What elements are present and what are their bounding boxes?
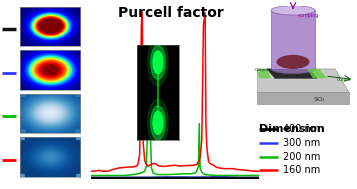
Text: 400 nm: 400 nm xyxy=(283,125,320,134)
Text: Dimension: Dimension xyxy=(259,124,325,134)
Text: 160 nm: 160 nm xyxy=(283,165,320,175)
Circle shape xyxy=(151,106,165,140)
Text: SiO₂: SiO₂ xyxy=(313,97,325,102)
Circle shape xyxy=(151,45,165,79)
Polygon shape xyxy=(257,69,349,92)
Ellipse shape xyxy=(271,6,315,15)
Text: 300 nm: 300 nm xyxy=(283,138,320,148)
Circle shape xyxy=(153,112,163,134)
Text: Purcell factor: Purcell factor xyxy=(119,6,224,20)
Ellipse shape xyxy=(271,64,315,74)
Text: Output: Output xyxy=(255,68,270,72)
Circle shape xyxy=(148,39,168,86)
Circle shape xyxy=(148,99,168,146)
Polygon shape xyxy=(257,92,349,104)
Polygon shape xyxy=(257,69,271,78)
Polygon shape xyxy=(307,69,327,78)
Text: Pumping: Pumping xyxy=(297,13,318,18)
Text: 200 nm: 200 nm xyxy=(283,152,320,162)
Polygon shape xyxy=(267,69,317,78)
Circle shape xyxy=(153,51,163,74)
Bar xyxy=(271,10,315,69)
Ellipse shape xyxy=(277,55,310,69)
Text: Output: Output xyxy=(337,78,351,82)
